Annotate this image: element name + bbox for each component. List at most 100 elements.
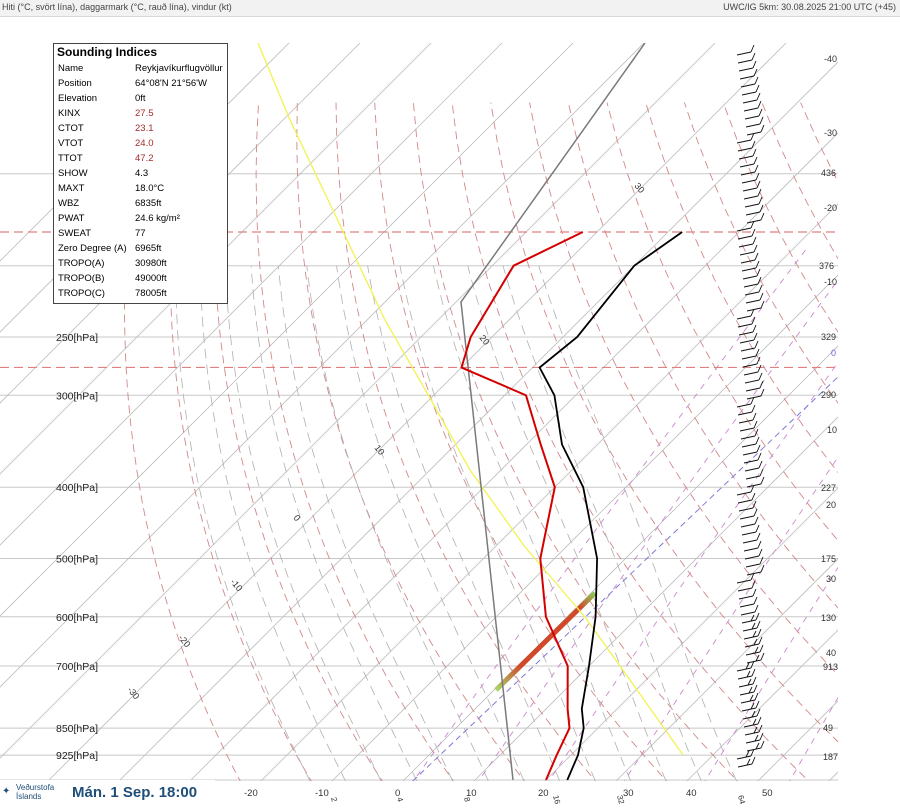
- temperature-axis-label: -10: [315, 788, 329, 799]
- mixing-ratio-line: [704, 566, 838, 781]
- dry-adiabat: [374, 102, 668, 781]
- wind-barb-shaft: [743, 723, 759, 728]
- isotherm: [686, 629, 838, 781]
- indices-key: KINX: [58, 108, 81, 119]
- temperature-axis-label: 20: [538, 788, 549, 799]
- wind-barb-shaft: [740, 171, 756, 176]
- height-axis-label: 436: [821, 168, 836, 178]
- wind-barb-flag: [760, 652, 765, 661]
- moist-adiabat: [367, 265, 561, 781]
- indices-key: SHOW: [58, 168, 88, 179]
- wind-barb-flag: [752, 718, 757, 726]
- wind-barb-shaft: [740, 523, 756, 528]
- wind-barb-flag: [754, 340, 759, 349]
- isotherm: [881, 0, 900, 800]
- wind-barb-flag: [756, 92, 761, 101]
- wind-barb-shaft: [744, 115, 760, 120]
- wind-barb-shaft: [742, 715, 758, 720]
- height-axis-label: -30: [824, 128, 837, 138]
- wind-barb-shaft: [745, 651, 761, 656]
- wind-barb-shaft: [738, 67, 754, 72]
- wind-barb-shaft: [737, 59, 753, 64]
- pressure-level-label: 400[hPa]: [56, 482, 98, 494]
- wind-barb-shaft: [736, 227, 752, 232]
- mixing-ratio-label: 64: [736, 794, 747, 805]
- wind-barb-shaft: [741, 707, 757, 712]
- wind-barb-shaft: [743, 195, 759, 200]
- wind-barb-shaft: [736, 491, 752, 496]
- dry-adiabat: [335, 102, 597, 781]
- wind-barb-shaft: [743, 547, 759, 552]
- isotherm: [0, 43, 716, 759]
- wind-barb-flag: [751, 622, 756, 630]
- wind-barb-shaft: [739, 691, 755, 696]
- wind-barb-flag: [757, 364, 762, 373]
- wind-barb-flag: [753, 638, 758, 646]
- sounding-indices-panel: Sounding Indices Name Reykjavíkurflugvöll…: [53, 43, 228, 304]
- header-bar: Hiti (°C, svört lína), daggarmark (°C, r…: [0, 0, 900, 17]
- indices-key: PWAT: [58, 213, 85, 224]
- isotherm: [118, 61, 838, 781]
- temperature-axis-label: 0: [395, 788, 400, 799]
- indices-title: Sounding Indices: [57, 45, 158, 59]
- wind-barb-shaft: [740, 435, 756, 440]
- wind-barb-shaft: [736, 139, 752, 144]
- wind-barb-shaft: [739, 339, 755, 344]
- wind-barb-flag: [760, 388, 765, 397]
- dry-adiabat: [800, 102, 838, 183]
- wind-barb-flag: [755, 84, 760, 93]
- wind-barb-shaft: [738, 331, 754, 336]
- dewpoint-curve: [460, 231, 584, 781]
- wind-barb-flag: [745, 750, 750, 758]
- wind-barb-shaft: [739, 427, 755, 432]
- wind-barb-flag: [760, 476, 765, 485]
- wind-barb-flag: [751, 140, 756, 149]
- wind-barb-shaft: [737, 763, 753, 768]
- wind-barbs: [736, 44, 765, 768]
- indices-value: 6965ft: [135, 243, 162, 254]
- indices-key: TROPO(B): [58, 273, 105, 284]
- parcel-curve: [257, 43, 684, 756]
- temperature-axis-label: -20: [244, 788, 258, 799]
- wind-barb-shaft: [745, 563, 761, 568]
- wind-barb-shaft: [745, 299, 761, 304]
- wind-barb-flag: [758, 372, 763, 381]
- indices-value: 24.6 kg/m²: [135, 213, 180, 224]
- wind-barb-flag: [749, 694, 754, 702]
- indices-row: TROPO(B) 49000ft: [58, 273, 226, 288]
- vedurstofa-logo: ✦ Veðurstofa Íslands: [2, 783, 70, 805]
- wind-barb-flag: [755, 742, 760, 750]
- isotherm: [757, 700, 838, 781]
- indices-value: Reykjavíkurflugvöllur: [135, 63, 223, 74]
- indices-key: VTOT: [58, 138, 84, 149]
- wind-barb-flag: [750, 220, 755, 229]
- forecast-datetime: Mán. 1 Sep. 18:00: [72, 784, 198, 801]
- wind-barb-shaft: [740, 699, 756, 704]
- wind-barb-shaft: [745, 475, 761, 480]
- wind-barb-flag: [748, 686, 753, 694]
- isotherm: [615, 558, 838, 781]
- wind-barb-shaft: [744, 291, 760, 296]
- wind-barb-shaft: [739, 603, 755, 608]
- lcl-guide-line: [412, 376, 838, 781]
- wind-barb-shaft: [744, 643, 760, 648]
- wind-barb-flag: [755, 524, 760, 533]
- dry-adiabat: [878, 103, 900, 796]
- height-axis-label: 290: [821, 390, 836, 400]
- wind-barb-flag: [755, 700, 760, 709]
- isotherm-label: 10: [372, 443, 386, 457]
- height-axis-label: 40: [826, 648, 836, 658]
- wind-barb-flag: [758, 460, 763, 469]
- wind-barb-flag: [760, 740, 765, 749]
- wind-barb-shaft: [744, 203, 760, 208]
- wind-barb-flag: [760, 124, 765, 133]
- isotherm-label: 30: [632, 181, 646, 195]
- wind-barb-shaft: [745, 211, 761, 216]
- height-axis-label: -20: [824, 203, 837, 213]
- dry-adiabat: [567, 102, 838, 609]
- indices-value: 24.0: [135, 138, 154, 149]
- indices-value: 27.5: [135, 108, 154, 119]
- wind-barb-flag: [751, 710, 756, 718]
- pressure-level-label: 250[hPa]: [56, 332, 98, 344]
- indices-row: VTOT 24.0: [58, 138, 226, 153]
